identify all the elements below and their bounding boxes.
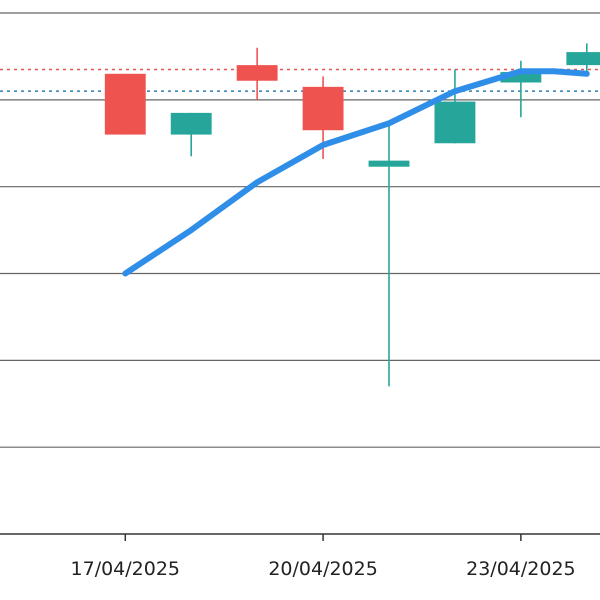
candle [104,73,146,135]
x-tick-label: 23/04/2025 [466,558,576,580]
gridlines [0,12,600,448]
x-axis-ticks: 17/04/2025 20/04/2025 23/04/2025 [71,534,576,580]
trend-line-layer [122,68,590,277]
candle-body [500,72,542,83]
x-tick-label: 17/04/2025 [71,558,181,580]
candles [104,43,600,387]
trend-line [122,68,590,277]
candle-body [566,52,600,66]
reference-lines [0,68,600,92]
candle [368,125,410,387]
x-tick-label: 20/04/2025 [268,558,378,580]
candle-body [368,160,410,167]
candle-body [302,86,344,131]
candle [566,43,600,74]
candle-body [104,73,146,135]
candle-body [170,112,212,135]
candle-body [236,65,278,81]
candle [434,69,476,144]
candle [170,112,212,157]
candle [236,47,278,100]
candle-body [434,101,476,144]
